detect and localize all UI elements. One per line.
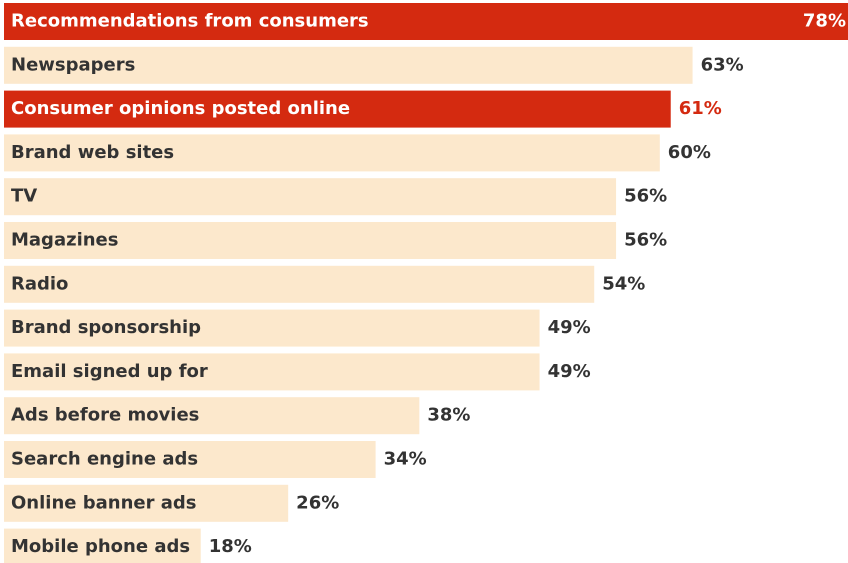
value-label: 63% — [701, 54, 744, 75]
bar — [4, 134, 660, 172]
value-label: 60% — [668, 142, 711, 163]
bar-label: Search engine ads — [11, 449, 198, 470]
bar-label: Online banner ads — [11, 492, 197, 513]
bar — [4, 353, 540, 391]
bar — [4, 265, 595, 303]
bar — [4, 90, 671, 128]
bar — [4, 484, 289, 522]
bar-label: Recommendations from consumers — [11, 11, 369, 32]
bar — [4, 309, 540, 347]
bar-label: Consumer opinions posted online — [11, 98, 350, 119]
bar — [4, 178, 617, 216]
value-label: 49% — [548, 317, 591, 338]
value-label: 56% — [624, 186, 667, 207]
bar — [4, 528, 201, 563]
value-label: 38% — [427, 405, 470, 426]
value-label: 54% — [602, 273, 645, 294]
value-label: 26% — [296, 492, 339, 513]
bar-label: Brand web sites — [11, 142, 174, 163]
bar — [4, 222, 617, 259]
bar-label: TV — [11, 186, 37, 207]
value-label: 61% — [679, 98, 722, 119]
bar-label: Email signed up for — [11, 361, 208, 382]
bar — [4, 3, 848, 40]
value-label: 18% — [209, 536, 252, 557]
bar — [4, 46, 693, 84]
bar-label: Newspapers — [11, 54, 135, 75]
bar — [4, 441, 376, 478]
bar-label: Radio — [11, 273, 68, 294]
bar — [4, 397, 420, 435]
value-label: 49% — [548, 361, 591, 382]
value-label: 34% — [384, 449, 427, 470]
value-label: 78% — [803, 11, 846, 32]
bar-label: Brand sponsorship — [11, 317, 201, 338]
bar-label: Magazines — [11, 230, 118, 251]
value-label: 56% — [624, 230, 667, 251]
bar-label: Ads before movies — [11, 405, 199, 426]
bar-label: Mobile phone ads — [11, 536, 190, 557]
